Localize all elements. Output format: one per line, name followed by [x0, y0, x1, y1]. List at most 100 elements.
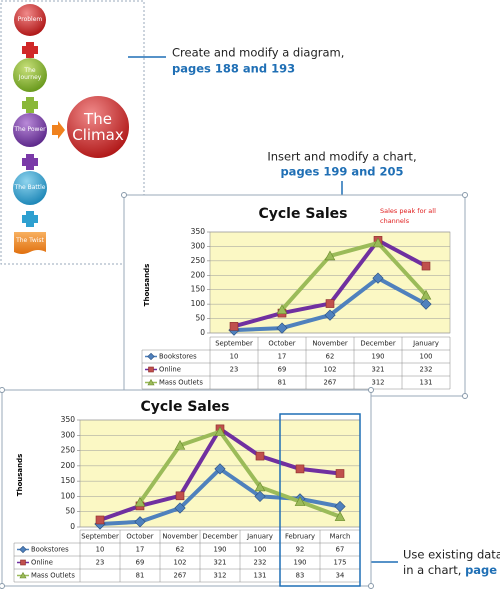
- y-tick-label: 300: [191, 241, 206, 250]
- x-tick-label: February: [285, 533, 315, 541]
- table-value: 23: [230, 366, 239, 374]
- y-tick-label: 150: [191, 285, 206, 294]
- table-value: 34: [336, 572, 345, 580]
- legend-label: Online: [31, 559, 53, 567]
- callout-text: Use existing data: [403, 548, 500, 562]
- callout-text: Insert and modify a chart,: [267, 150, 416, 164]
- y-axis-label: Thousands: [143, 264, 151, 307]
- marker: [254, 481, 266, 492]
- table-value: 190: [214, 546, 227, 554]
- x-tick-label: January: [412, 340, 439, 348]
- diagram-node: [13, 171, 47, 205]
- marker: [372, 272, 384, 284]
- marker: [295, 464, 305, 474]
- x-tick-label: November: [162, 533, 198, 541]
- x-tick-label: September: [81, 533, 119, 541]
- marker: [420, 289, 432, 300]
- node-label: Problem: [17, 15, 43, 23]
- resize-handle: [462, 192, 468, 198]
- table-value: 312: [372, 379, 385, 387]
- callout-text: in a chart, page 212: [403, 563, 500, 577]
- legend-marker: [19, 545, 27, 554]
- legend-label: Mass Outlets: [159, 379, 203, 387]
- annotation: channels: [380, 217, 410, 225]
- chart-title: Cycle Sales: [140, 399, 229, 415]
- table-value: 190: [372, 353, 385, 361]
- marker: [324, 250, 336, 261]
- table-value: 100: [420, 353, 433, 361]
- diagram-node: [65, 94, 131, 160]
- node-label-wrap: The Power: [14, 126, 45, 133]
- marker: [421, 261, 431, 271]
- x-tick-label: March: [330, 533, 351, 541]
- table-value: 69: [278, 366, 287, 374]
- y-tick-label: 100: [191, 299, 206, 308]
- table-value: 102: [174, 559, 187, 567]
- y-tick-label: 50: [65, 507, 75, 516]
- node-label-wrap: The Journey: [18, 67, 42, 81]
- table-value: 267: [324, 379, 337, 387]
- diagram-node: [14, 232, 46, 254]
- table-value: 100: [254, 546, 267, 554]
- callout-link: page 212: [465, 563, 500, 577]
- callout-link: pages 188 and 193: [172, 62, 295, 76]
- y-tick-label: 350: [61, 415, 76, 424]
- table-value: 17: [278, 353, 287, 361]
- table-value: 17: [136, 546, 145, 554]
- callout-text: in a chart,: [403, 563, 461, 577]
- node-label: The Twist: [16, 236, 44, 244]
- marker: [174, 439, 186, 450]
- marker: [214, 463, 226, 475]
- table-value: 232: [254, 559, 267, 567]
- node-label: The Battle: [14, 183, 46, 191]
- node-label-wrap: Problem: [17, 15, 43, 23]
- legend-label: Mass Outlets: [31, 572, 75, 580]
- marker: [335, 469, 345, 478]
- y-tick-label: 250: [191, 256, 206, 265]
- y-tick-label: 100: [61, 491, 76, 500]
- table-value: 312: [214, 572, 227, 580]
- y-tick-label: 50: [195, 314, 205, 323]
- y-tick-label: 200: [191, 270, 206, 279]
- marker: [372, 237, 384, 248]
- node-label: The Journey: [18, 67, 42, 81]
- table-value: 23: [96, 559, 105, 567]
- legend-marker: [147, 378, 155, 386]
- table-value: 232: [420, 366, 433, 374]
- marker: [229, 322, 239, 331]
- chart-title: Cycle Sales: [258, 206, 347, 222]
- resize-handle: [0, 583, 5, 589]
- marker: [254, 490, 266, 503]
- x-tick-label: October: [268, 340, 295, 348]
- marker: [334, 511, 346, 521]
- plus-icon: [22, 211, 38, 227]
- table-value: 83: [296, 572, 305, 580]
- marker: [324, 309, 336, 321]
- marker: [255, 451, 265, 461]
- y-tick-label: 250: [61, 446, 76, 455]
- resize-handle: [121, 192, 127, 198]
- series-line: [280, 240, 428, 311]
- highlight-box: [279, 413, 361, 587]
- marker: [214, 426, 226, 436]
- table-value: 10: [230, 353, 239, 361]
- table-value: 62: [176, 546, 185, 554]
- table-value: 131: [420, 379, 433, 387]
- callout-link: pages 199 and 205: [280, 165, 403, 179]
- node-label-wrap: The Climax: [72, 110, 124, 143]
- arrow-icon: [52, 121, 65, 139]
- diagram-node: [13, 113, 47, 147]
- y-tick-label: 300: [61, 430, 76, 439]
- table-value: 92: [296, 546, 305, 554]
- marker: [134, 496, 146, 507]
- x-tick-label: September: [215, 340, 253, 348]
- table-value: 102: [324, 366, 337, 374]
- x-tick-label: December: [360, 340, 395, 348]
- marker: [420, 298, 432, 310]
- x-tick-label: November: [312, 340, 348, 348]
- y-tick-label: 150: [61, 476, 76, 485]
- table-value: 81: [136, 572, 145, 580]
- table-value: 321: [214, 559, 227, 567]
- table-value: 175: [334, 559, 347, 567]
- legend-marker: [147, 352, 155, 361]
